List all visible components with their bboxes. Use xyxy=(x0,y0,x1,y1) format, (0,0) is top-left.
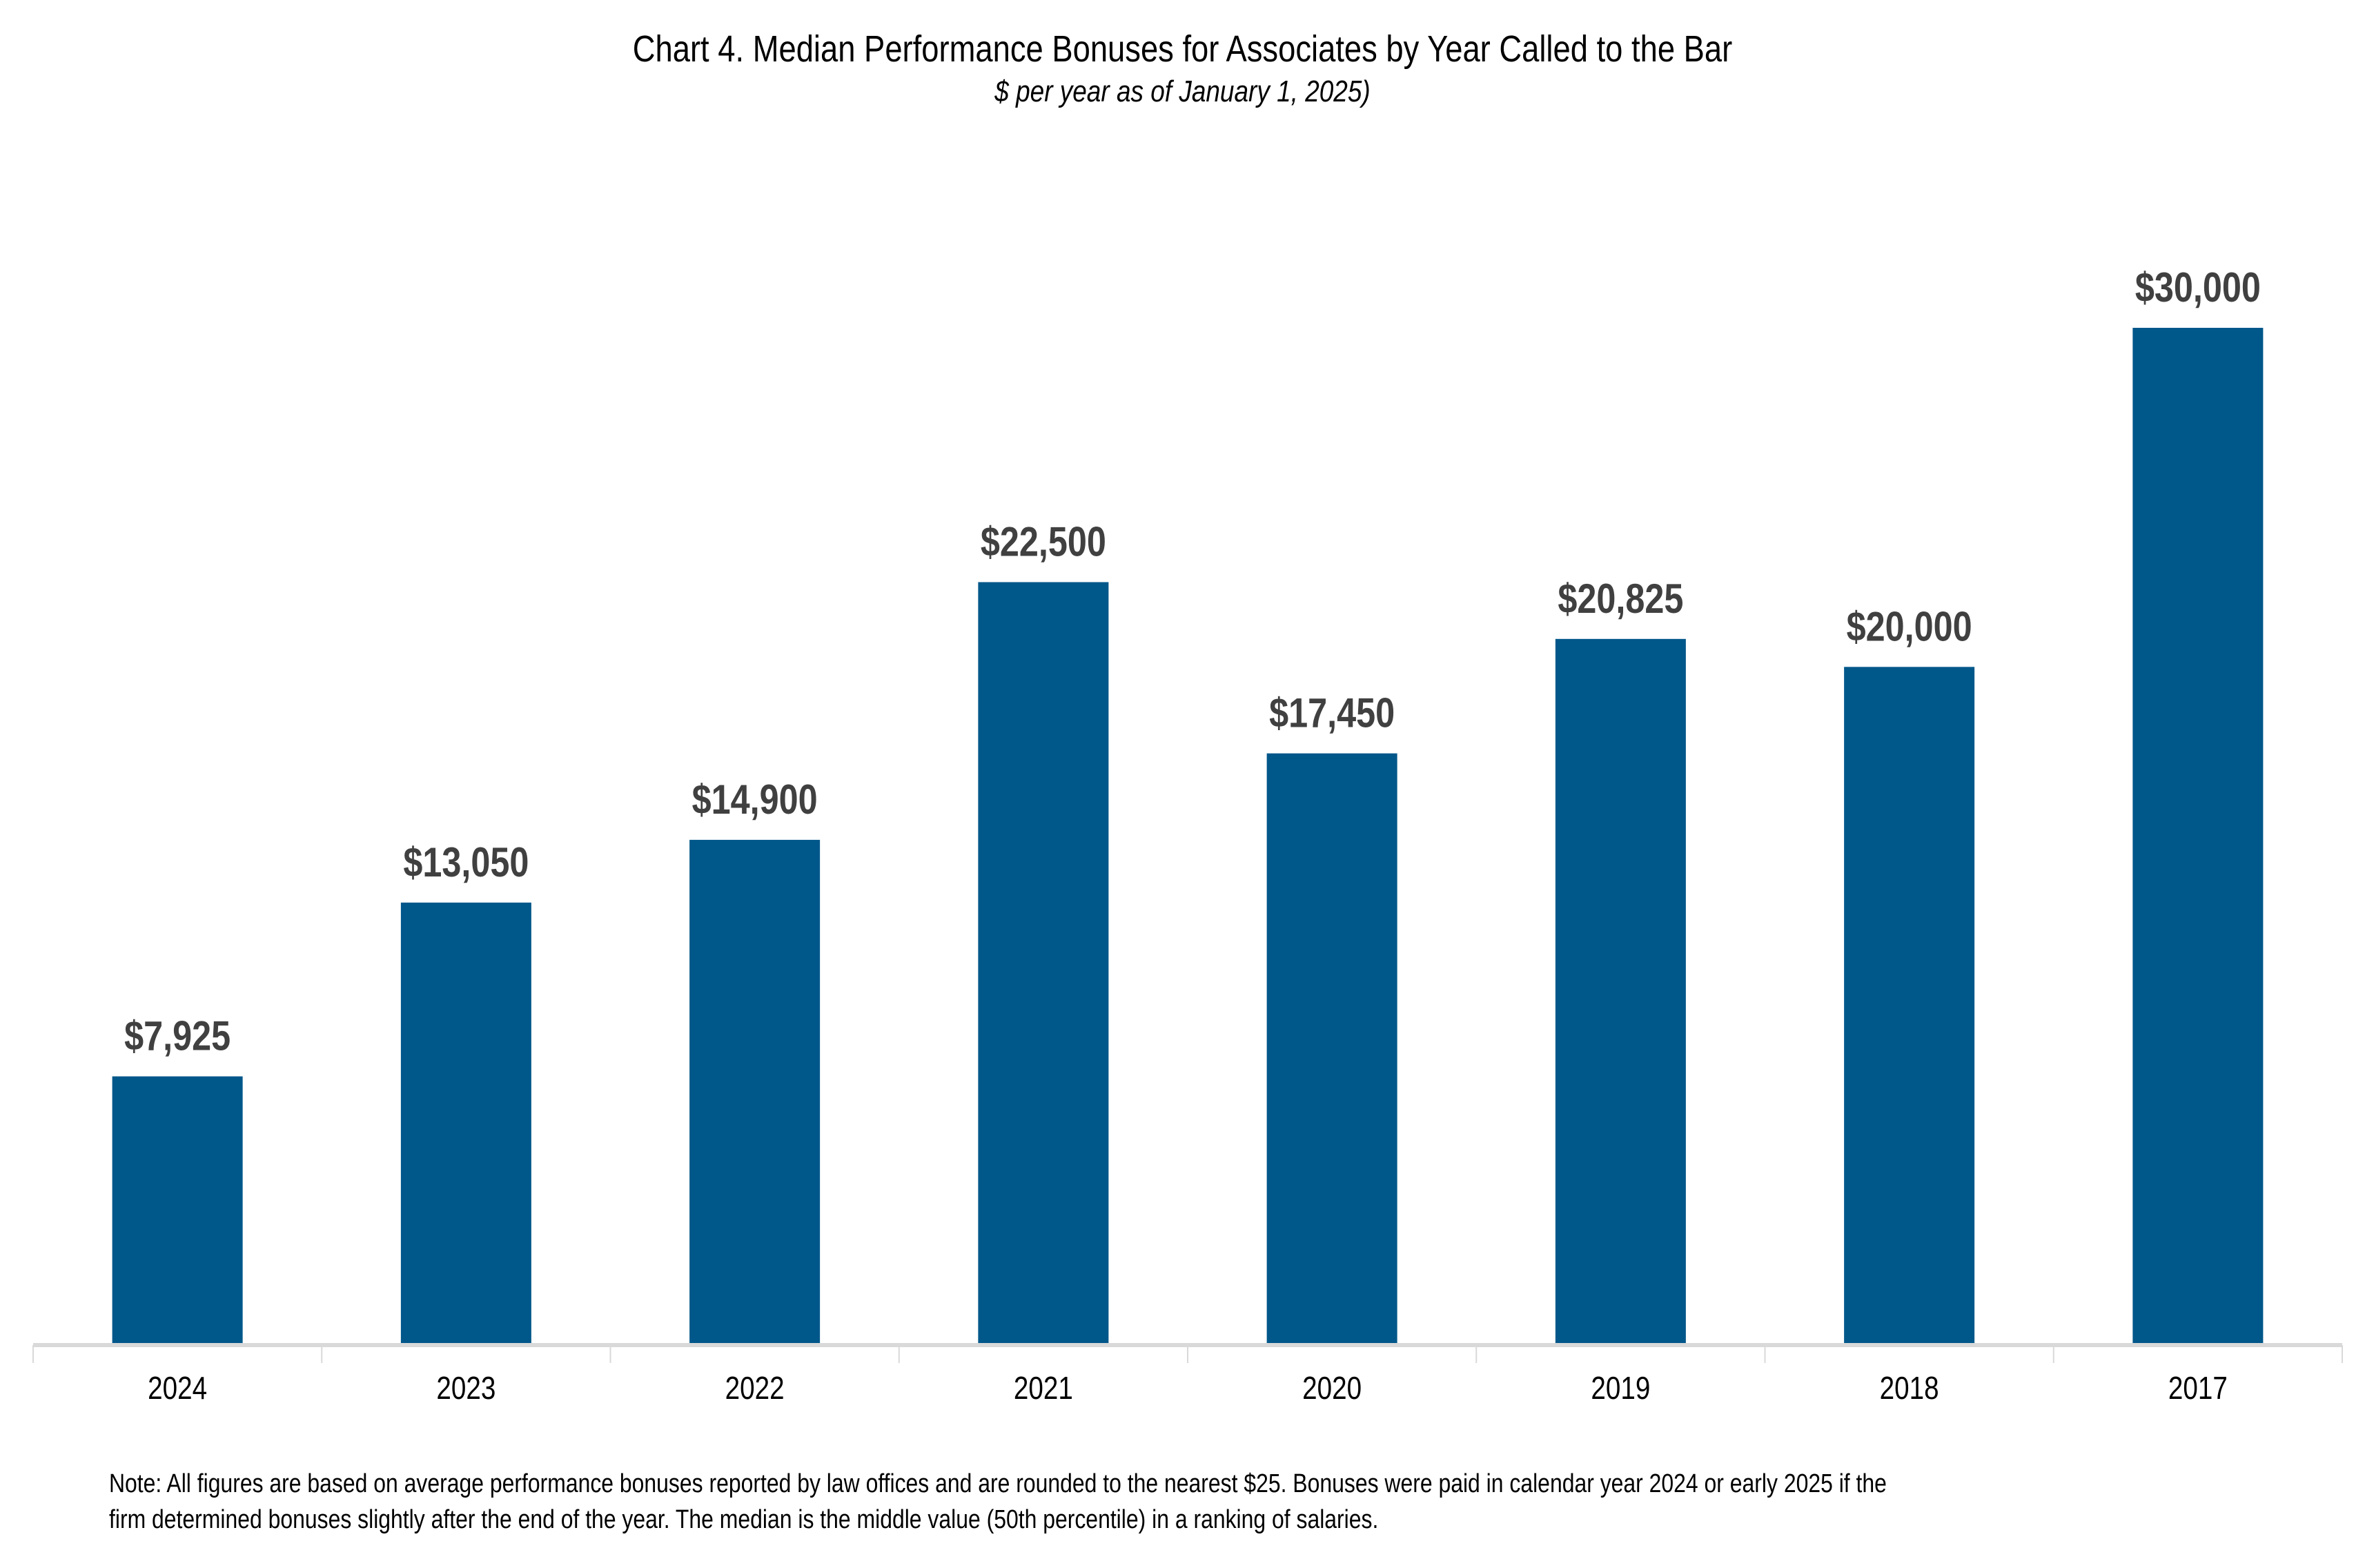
bar-2017 xyxy=(2132,328,2264,1345)
bar-2023 xyxy=(400,902,531,1345)
x-tick-label-2022: 2022 xyxy=(725,1371,785,1406)
data-label-2018: $20,000 xyxy=(1847,603,1972,649)
bar-2019 xyxy=(1555,638,1686,1345)
data-label-2020: $17,450 xyxy=(1269,689,1395,736)
x-tick-label-2017: 2017 xyxy=(2168,1371,2228,1406)
x-tick-label-2019: 2019 xyxy=(1591,1371,1650,1406)
note-line-2: firm determined bonuses slightly after t… xyxy=(109,1505,1379,1534)
bar-2022 xyxy=(689,839,821,1345)
x-tick-label-2021: 2021 xyxy=(1014,1371,1073,1406)
x-tick-label-2023: 2023 xyxy=(436,1371,495,1406)
chart-subtitle: $ per year as of January 1, 2025) xyxy=(994,75,1371,108)
data-label-2024: $7,925 xyxy=(124,1012,230,1059)
bar-2018 xyxy=(1844,667,1975,1345)
data-label-2022: $14,900 xyxy=(692,776,818,823)
bar-2020 xyxy=(1266,753,1397,1345)
data-label-2019: $20,825 xyxy=(1558,576,1683,622)
chart-title: Chart 4. Median Performance Bonuses for … xyxy=(632,28,1733,70)
x-tick-label-2020: 2020 xyxy=(1302,1371,1362,1406)
x-tick-label-2024: 2024 xyxy=(148,1371,207,1406)
bar-2024 xyxy=(112,1076,243,1345)
bar-2021 xyxy=(978,582,1109,1345)
chart-note: Note: All figures are based on average p… xyxy=(109,1466,2254,1538)
data-label-2017: $30,000 xyxy=(2135,264,2261,311)
data-label-2023: $13,050 xyxy=(403,839,529,885)
data-label-2021: $22,500 xyxy=(981,518,1106,565)
note-line-1: Note: All figures are based on average p… xyxy=(109,1469,1887,1498)
x-tick-label-2018: 2018 xyxy=(1880,1371,1939,1406)
